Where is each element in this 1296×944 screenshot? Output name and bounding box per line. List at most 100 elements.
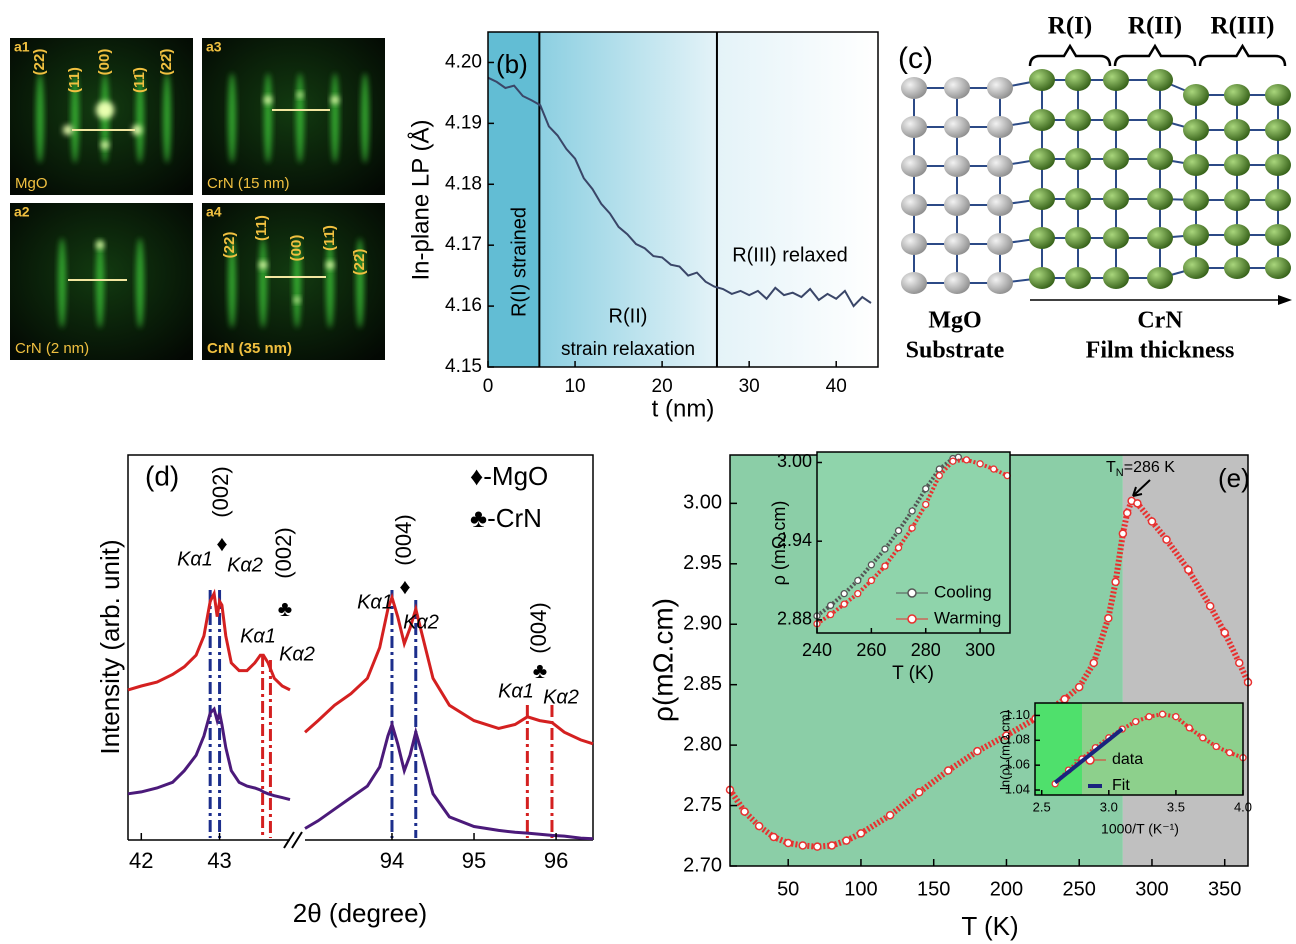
diffraction-streak: [96, 238, 104, 328]
diffraction-streak: [264, 73, 272, 163]
panel-label: (d): [145, 460, 179, 491]
data-point: [922, 500, 930, 509]
y-tick-label: 4.16: [445, 295, 482, 316]
y-axis-label: ρ (mΩ.cm): [769, 501, 789, 586]
film-atom: [1103, 267, 1129, 289]
data-point: [908, 524, 916, 532]
y-tick-label: 2.85: [683, 673, 722, 695]
x-axis-label: 1000/T (K⁻¹): [1101, 821, 1179, 837]
x-tick-label: 260: [856, 640, 886, 660]
film-atom: [1147, 188, 1173, 210]
reflection-symbol: ♣: [533, 658, 547, 683]
legend-label: Cooling: [934, 582, 992, 601]
substrate-atom: [944, 77, 970, 99]
film-atom: [1224, 154, 1250, 176]
data-point: [854, 590, 862, 598]
data-point: [1111, 577, 1120, 587]
y-tick-label: 2.88: [777, 609, 812, 629]
film-atom: [1224, 189, 1250, 211]
data-point: [1212, 742, 1220, 751]
lattice-parameter-line: [487, 76, 872, 308]
data-point: [1158, 710, 1167, 718]
x-tick-label: 200: [990, 878, 1023, 900]
diffraction-streak: [58, 238, 66, 328]
y-tick-label: 4.20: [445, 51, 482, 72]
data-point: [894, 544, 903, 552]
x-tick-label: 100: [844, 878, 877, 900]
diffraction-streak: [259, 238, 267, 328]
film-atom: [1065, 227, 1091, 249]
rheed-panels: a1 MgO (22) (11) (00) (11̄) (22̄) a3 CrN (15 nm)…: [10, 38, 385, 360]
legend-note: ♣-CrN: [470, 503, 542, 533]
data-point: [827, 841, 837, 850]
data-point: [908, 507, 916, 515]
panel-caption: CrN (15 nm): [207, 175, 290, 192]
x-tick-label: 96: [544, 848, 568, 873]
panel-tag: a3: [206, 39, 222, 55]
data-point: [944, 766, 953, 775]
film-atom: [1103, 148, 1129, 170]
data-point: [769, 832, 778, 842]
y-tick-label: 4.15: [445, 356, 482, 377]
film-atom: [1147, 69, 1173, 91]
legend-marker: [907, 614, 917, 624]
film-atom: [1183, 154, 1209, 176]
peak-label: Kα2: [403, 611, 439, 633]
y-tick-label: 2.90: [683, 613, 722, 635]
data-point: [922, 485, 930, 493]
miller-index: (00): [288, 235, 305, 262]
peak-label: Kα2: [227, 554, 263, 576]
film-atom: [1224, 257, 1250, 279]
film-atom: [1029, 148, 1055, 170]
film-atom: [1265, 154, 1291, 176]
data-point: [1162, 535, 1171, 544]
substrate-atom: [944, 116, 970, 138]
substrate-atom: [901, 116, 927, 138]
data-point: [1104, 613, 1113, 623]
data-point: [1133, 499, 1142, 508]
reflection-index: (002): [271, 527, 296, 578]
diffraction-streak: [296, 73, 304, 163]
x-tick-label: 43: [207, 848, 231, 873]
tn-subscript: N: [1116, 467, 1124, 479]
data-point: [826, 610, 835, 619]
diffraction-streak: [71, 73, 79, 163]
film-atom: [1029, 267, 1055, 289]
film-atom: [1183, 119, 1209, 141]
data-point: [740, 807, 749, 816]
substrate-atom: [987, 116, 1013, 138]
film-atom: [1147, 227, 1173, 249]
data-point: [783, 838, 793, 848]
x-tick-label: 40: [826, 376, 847, 397]
film-atom: [1183, 224, 1209, 246]
data-point: [949, 457, 957, 465]
x-tick-label: 94: [380, 848, 404, 873]
x-tick-label: 150: [917, 878, 950, 900]
data-point: [976, 460, 984, 468]
x-tick-label: 2.5: [1033, 799, 1051, 814]
fit-line: [1053, 727, 1124, 785]
x-tick-label: 300: [965, 640, 995, 660]
film-atom: [1029, 109, 1055, 131]
plot-frame: [816, 451, 1011, 634]
data-point: [1172, 713, 1180, 721]
diffraction-streak: [136, 238, 144, 328]
reflection-index: (004): [526, 602, 551, 653]
data-point: [826, 601, 835, 610]
miller-index: (22̄): [158, 49, 175, 76]
region-annotation: strain relaxation: [561, 339, 695, 360]
film-atom: [1029, 227, 1055, 249]
data-point: [867, 561, 876, 569]
legend-label: Warming: [934, 608, 1001, 627]
x-tick-label: 95: [462, 848, 486, 873]
peak-label: Kα1: [177, 548, 213, 570]
film-label: CrN: [1137, 308, 1183, 334]
substrate-atom: [901, 272, 927, 294]
diffraction-spot: [101, 141, 109, 149]
y-tick-label: 3.00: [683, 492, 722, 514]
data-point: [1205, 601, 1215, 611]
x-tick-label: 3.0: [1100, 799, 1118, 814]
reflection-index: (002): [208, 466, 233, 517]
film-atom: [1183, 84, 1209, 106]
